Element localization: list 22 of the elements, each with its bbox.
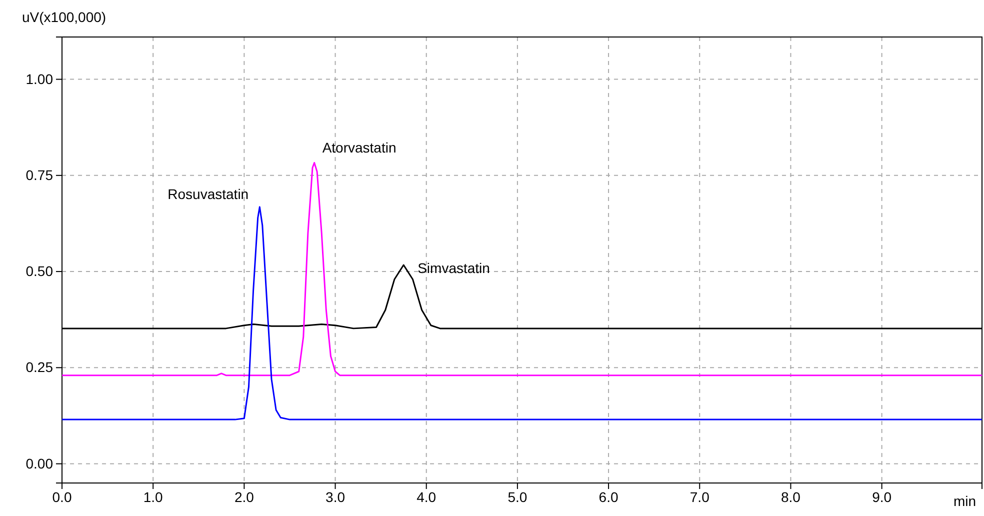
y-tick-label: 1.00 bbox=[26, 70, 54, 87]
x-tick-label: 1.0 bbox=[143, 488, 164, 505]
x-tick-label: 7.0 bbox=[690, 488, 710, 505]
x-tick-label: 0.0 bbox=[52, 488, 72, 505]
line-series bbox=[61, 206, 983, 420]
x-tick-label: 6.0 bbox=[598, 488, 618, 505]
series-label: Atorvastatin bbox=[322, 140, 396, 156]
series-label: Rosuvastatin bbox=[168, 186, 249, 202]
y-tick-label: 0.00 bbox=[26, 455, 54, 472]
x-tick-label: 8.0 bbox=[780, 488, 801, 505]
x-tick-label: 9.0 bbox=[872, 488, 892, 505]
x-tick-label: 4.0 bbox=[416, 488, 436, 505]
y-tick-label: 0.25 bbox=[26, 359, 54, 376]
y-axis-title: uV(x100,000) bbox=[22, 9, 106, 25]
y-tick-label: 0.75 bbox=[26, 166, 54, 183]
x-tick-label: 3.0 bbox=[326, 488, 346, 505]
y-tick-label: 0.50 bbox=[26, 263, 54, 280]
x-tick-label: 5.0 bbox=[508, 488, 528, 505]
x-axis-title: min bbox=[953, 493, 976, 509]
x-tick-label: 2.0 bbox=[234, 488, 254, 505]
series-label: Simvastatin bbox=[418, 260, 490, 276]
line-series bbox=[61, 162, 983, 376]
